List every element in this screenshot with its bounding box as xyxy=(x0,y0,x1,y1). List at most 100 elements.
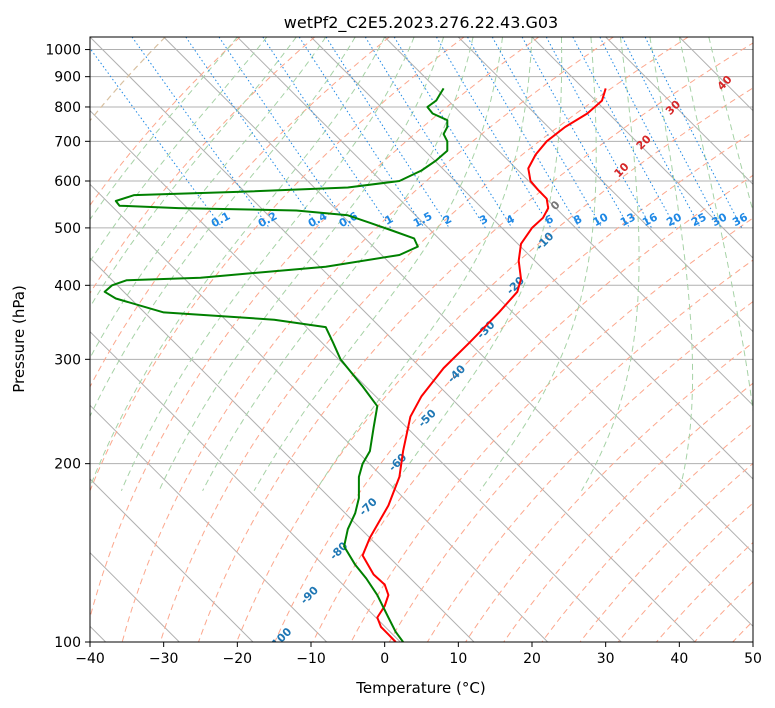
dry-adiabat-line xyxy=(90,37,316,295)
mixing-ratio-line xyxy=(325,37,450,229)
mixing-ratio-line xyxy=(262,37,392,229)
mixing-ratio-label: 10 xyxy=(591,210,611,229)
y-tick-label: 200 xyxy=(54,457,81,473)
dry-adiabat-line xyxy=(236,87,753,642)
isoline-label: -30 xyxy=(474,318,497,341)
y-axis-label: Pressure (hPa) xyxy=(10,285,28,393)
mixing-ratio-line xyxy=(218,37,351,229)
moist-adiabat-line xyxy=(90,37,327,359)
moist-adiabat-line xyxy=(253,37,503,492)
x-axis-label: Temperature (°C) xyxy=(355,679,485,697)
mixing-ratio-label: 16 xyxy=(640,210,660,229)
isotherm-line xyxy=(90,478,254,642)
isotherm-line xyxy=(236,37,753,554)
x-tick-label: 0 xyxy=(380,651,389,667)
moist-adiabat-line xyxy=(649,37,694,491)
isotherm-line xyxy=(90,404,328,642)
isoline-label: 0 xyxy=(548,198,563,213)
x-tick-label: −10 xyxy=(296,651,326,667)
y-tick-label: 800 xyxy=(54,100,81,116)
moist-adiabat-line xyxy=(90,37,297,309)
isotherm-line xyxy=(90,109,622,642)
dry-adiabat-line xyxy=(503,382,753,642)
plot-frame xyxy=(89,36,754,643)
x-tick-label: 30 xyxy=(597,651,615,667)
isotherm-line xyxy=(457,37,753,333)
y-tick-label: 600 xyxy=(54,174,81,190)
isotherm-line xyxy=(90,37,696,642)
isoline-label: -70 xyxy=(357,495,380,518)
moist-adiabat-line xyxy=(315,37,533,492)
moist-adiabat-line xyxy=(90,37,238,221)
isotherm-line xyxy=(310,37,753,480)
moist-adiabat-line xyxy=(389,37,563,492)
dry-adiabat-line xyxy=(121,37,614,642)
dry-adiabat-line xyxy=(426,300,753,642)
mixing-ratio-line xyxy=(644,37,743,229)
isotherm-line xyxy=(163,37,753,628)
moist-adiabat-line xyxy=(90,37,268,263)
y-tick-label: 100 xyxy=(54,635,81,651)
mixing-ratio-label: 13 xyxy=(618,210,638,229)
dry-adiabat-line xyxy=(350,217,753,642)
mixing-ratio-line xyxy=(185,37,320,229)
isotherm-line xyxy=(384,37,753,407)
moist-adiabat-line xyxy=(120,37,415,491)
moist-adiabat-line xyxy=(581,37,640,492)
mixing-ratio-label: 4 xyxy=(504,212,517,227)
isotherm-line xyxy=(605,37,753,186)
isotherm-line xyxy=(90,330,401,642)
dry-adiabat-line xyxy=(90,37,465,493)
mixing-ratio-line xyxy=(521,37,630,229)
mixing-ratio-label: 20 xyxy=(664,210,684,229)
y-tick-label: 500 xyxy=(54,221,81,237)
isotherm-line xyxy=(90,257,475,642)
mixing-ratio-line xyxy=(364,37,486,229)
dry-adiabat-line xyxy=(771,37,775,642)
y-tick-label: 900 xyxy=(54,70,81,86)
isoline-label: -100 xyxy=(266,625,295,654)
mixing-ratio-line xyxy=(599,37,701,229)
isotherm-line xyxy=(90,183,549,642)
dry-adiabat-line xyxy=(732,620,753,642)
isoline-label: 30 xyxy=(663,97,683,117)
mixing-ratio-line xyxy=(298,37,425,229)
mixing-ratio-label: 25 xyxy=(689,210,709,229)
dry-adiabat-line xyxy=(312,174,753,642)
moist-adiabat-line xyxy=(678,37,753,415)
isoline-label: 10 xyxy=(612,160,632,180)
y-tick-label: 400 xyxy=(54,278,81,294)
mixing-ratio-label: 0.1 xyxy=(209,209,232,230)
dry-adiabat-line xyxy=(274,131,753,642)
dry-adiabat-line xyxy=(694,581,753,642)
mixing-ratio-line xyxy=(572,37,677,229)
x-tick-label: −20 xyxy=(223,651,253,667)
y-tick-label: 300 xyxy=(54,352,81,368)
isotherm-line xyxy=(678,37,753,112)
mixing-ratio-line xyxy=(90,47,223,229)
x-tick-label: −40 xyxy=(75,651,105,667)
moist-adiabat-line xyxy=(90,37,386,489)
dry-adiabat-line xyxy=(541,422,753,642)
isoline-label: -10 xyxy=(533,229,556,252)
chart-title: wetPf2_C2E5.2023.276.22.43.G03 xyxy=(284,13,558,33)
mixing-ratio-line xyxy=(393,37,513,229)
mixing-ratio-label: 36 xyxy=(730,210,750,229)
moist-adiabat-line xyxy=(202,37,474,492)
x-tick-label: −30 xyxy=(149,651,179,667)
isoline-label: -50 xyxy=(416,406,439,429)
x-tick-label: 50 xyxy=(744,651,762,667)
sounding-series-line xyxy=(361,88,607,642)
x-tick-label: 10 xyxy=(449,651,467,667)
mixing-ratio-line xyxy=(131,37,270,229)
y-tick-label: 700 xyxy=(54,134,81,150)
dry-adiabat-line xyxy=(90,37,540,620)
y-tick-label: 1000 xyxy=(45,43,81,59)
mixing-ratio-label: 1 xyxy=(383,212,396,227)
mixing-ratio-label: 1.5 xyxy=(411,209,434,230)
mixing-ratio-line xyxy=(545,37,653,229)
moist-adiabat-line xyxy=(90,37,356,418)
mixing-ratio-label: 0.2 xyxy=(256,209,279,230)
x-tick-label: 40 xyxy=(670,651,688,667)
